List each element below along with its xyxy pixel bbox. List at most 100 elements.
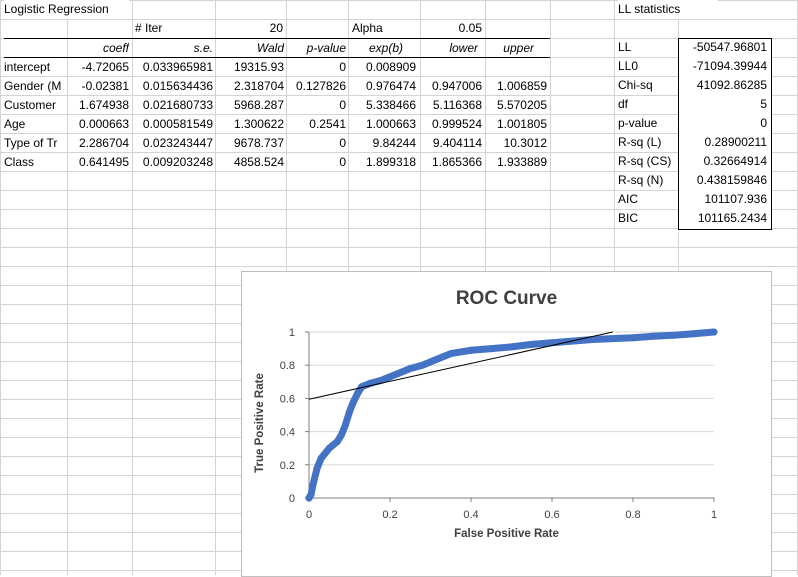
ll-stat-value[interactable]: 0.438159846 bbox=[696, 173, 767, 187]
ll-stat-value[interactable]: -71094.39944 bbox=[692, 59, 767, 73]
row-label[interactable]: intercept bbox=[4, 60, 51, 74]
table-cell[interactable]: 0 bbox=[339, 136, 346, 150]
row-label[interactable]: Customer bbox=[4, 98, 57, 112]
ll-stat-label[interactable]: df bbox=[618, 97, 629, 111]
table-cell[interactable]: 0.015634436 bbox=[142, 79, 213, 93]
header-se[interactable]: s.e. bbox=[193, 41, 213, 55]
roc-data-point bbox=[690, 330, 698, 338]
table-cell[interactable]: 0.999524 bbox=[431, 117, 482, 131]
roc-data-point bbox=[337, 431, 345, 439]
table-cell[interactable]: 9.84244 bbox=[372, 136, 416, 150]
ll-stat-label[interactable]: Chi-sq bbox=[618, 78, 653, 92]
table-cell[interactable]: 0.021680733 bbox=[142, 98, 213, 112]
ll-stat-value[interactable]: 101107.936 bbox=[704, 192, 767, 206]
table-cell[interactable]: 1.300622 bbox=[233, 117, 284, 131]
table-cell[interactable]: 0 bbox=[339, 60, 346, 74]
table-cell[interactable]: 0.641495 bbox=[78, 155, 129, 169]
x-axis-label: False Positive Rate bbox=[454, 528, 559, 540]
table-cell[interactable]: 0.947006 bbox=[431, 79, 482, 93]
iter-label[interactable]: # Iter bbox=[135, 21, 163, 35]
table-cell[interactable] bbox=[485, 58, 547, 77]
header-wald[interactable]: Wald bbox=[256, 41, 284, 55]
header-coeff[interactable]: coeff bbox=[102, 41, 129, 55]
row-label[interactable]: Type of Tr bbox=[4, 136, 58, 150]
table-cell[interactable]: 10.3012 bbox=[503, 136, 547, 150]
ll-stat-label[interactable]: BIC bbox=[618, 211, 639, 225]
y-axis-label: True Positive Rate bbox=[254, 373, 266, 473]
table-cell[interactable]: 5.338466 bbox=[365, 98, 416, 112]
header-upper[interactable]: upper bbox=[503, 41, 534, 55]
table-cell[interactable]: 0.000581549 bbox=[142, 117, 213, 131]
table-cell[interactable]: 1.000663 bbox=[365, 117, 416, 131]
y-tick-label: 0.2 bbox=[280, 460, 295, 472]
ll-stat-value[interactable]: 41092.86285 bbox=[696, 78, 767, 92]
ll-stat-label[interactable]: R-sq (L) bbox=[618, 135, 662, 149]
table-cell[interactable]: 5968.287 bbox=[233, 98, 284, 112]
ll-stat-value[interactable]: 5 bbox=[760, 97, 767, 111]
y-tick-label: 0.6 bbox=[280, 393, 295, 405]
table-cell[interactable]: 2.286704 bbox=[78, 136, 129, 150]
ll-stat-label[interactable]: AIC bbox=[618, 192, 639, 206]
table-cell[interactable]: 19315.93 bbox=[233, 60, 284, 74]
row-label[interactable]: Gender (M bbox=[4, 79, 62, 93]
table-cell[interactable]: 2.318704 bbox=[233, 79, 284, 93]
ll-stat-value[interactable]: 0.32664914 bbox=[703, 154, 767, 168]
roc-data-point bbox=[609, 335, 617, 343]
table-cell[interactable]: 9.404114 bbox=[432, 136, 482, 150]
y-tick-label: 0 bbox=[289, 493, 295, 505]
roc-data-point bbox=[386, 373, 394, 381]
header-expb[interactable]: exp(b) bbox=[368, 41, 403, 55]
table-cell[interactable]: 1.006859 bbox=[496, 79, 547, 93]
roc-data-point bbox=[307, 491, 315, 499]
ll-stat-value[interactable]: -50547.96801 bbox=[692, 40, 767, 54]
row-label[interactable]: Class bbox=[4, 155, 35, 169]
table-cell[interactable]: 0.023243447 bbox=[142, 136, 213, 150]
roc-chart[interactable]: ROC Curve 0 0.2 0.4 0.6 0.8 1 0 0.2 0.4 0.6 0.8 1 F… bbox=[241, 271, 772, 577]
table-cell[interactable]: 0.127826 bbox=[295, 79, 346, 93]
table-cell[interactable]: 1.865366 bbox=[431, 155, 482, 169]
roc-data-point bbox=[487, 345, 495, 353]
table-cell[interactable] bbox=[420, 58, 482, 77]
ll-stat-label[interactable]: R-sq (CS) bbox=[618, 154, 672, 168]
table-cell[interactable]: 0.033965981 bbox=[142, 60, 213, 74]
sheet-title[interactable]: Logistic Regression bbox=[4, 0, 129, 19]
table-cell[interactable]: 5.116368 bbox=[432, 98, 482, 112]
table-cell[interactable]: 1.933889 bbox=[496, 155, 547, 169]
table-cell[interactable]: 0.008909 bbox=[365, 60, 416, 74]
roc-data-point bbox=[406, 365, 414, 373]
table-cell[interactable]: 0 bbox=[339, 98, 346, 112]
table-cell[interactable]: 9678.737 bbox=[233, 136, 284, 150]
table-cell[interactable]: 0.000663 bbox=[78, 117, 129, 131]
ll-stat-label[interactable]: LL0 bbox=[618, 59, 639, 73]
ll-stat-label[interactable]: LL bbox=[618, 40, 632, 54]
table-cell[interactable]: 0.2541 bbox=[309, 117, 346, 131]
ll-stat-value[interactable]: 0 bbox=[760, 116, 767, 130]
table-cell[interactable]: 1.899318 bbox=[365, 155, 416, 169]
roc-data-point bbox=[333, 438, 341, 446]
ll-stat-value[interactable]: 101165.2434 bbox=[697, 211, 767, 225]
table-cell[interactable]: 1.001805 bbox=[496, 117, 547, 131]
roc-data-point bbox=[354, 389, 362, 397]
roc-data-point bbox=[528, 340, 536, 348]
header-lower[interactable]: lower bbox=[449, 41, 478, 55]
table-cell[interactable]: 0 bbox=[339, 155, 346, 169]
roc-data-point bbox=[394, 370, 402, 377]
table-cell[interactable]: 4858.524 bbox=[233, 155, 284, 169]
ll-stat-label[interactable]: p-value bbox=[618, 116, 658, 130]
table-cell[interactable]: 0.009203248 bbox=[142, 155, 213, 169]
header-bottom-border bbox=[4, 57, 550, 58]
table-cell[interactable]: 0.976474 bbox=[365, 79, 416, 93]
table-cell[interactable]: -4.72065 bbox=[81, 60, 129, 74]
ll-stat-value[interactable]: 0.28900211 bbox=[704, 135, 767, 149]
alpha-value[interactable]: 0.05 bbox=[458, 21, 482, 35]
ll-statistics-title[interactable]: LL statistics bbox=[618, 0, 718, 19]
alpha-label[interactable]: Alpha bbox=[352, 21, 383, 35]
table-cell[interactable]: 5.570205 bbox=[496, 98, 547, 112]
iter-value[interactable]: 20 bbox=[269, 21, 283, 35]
table-cell[interactable]: -0.02381 bbox=[81, 79, 129, 93]
header-pvalue[interactable]: p-value bbox=[306, 41, 346, 55]
ll-stat-label[interactable]: R-sq (N) bbox=[618, 173, 664, 187]
table-cell[interactable]: 1.674938 bbox=[78, 98, 129, 112]
x-tick-label: 0.6 bbox=[544, 509, 559, 521]
row-label[interactable]: Age bbox=[4, 117, 26, 131]
